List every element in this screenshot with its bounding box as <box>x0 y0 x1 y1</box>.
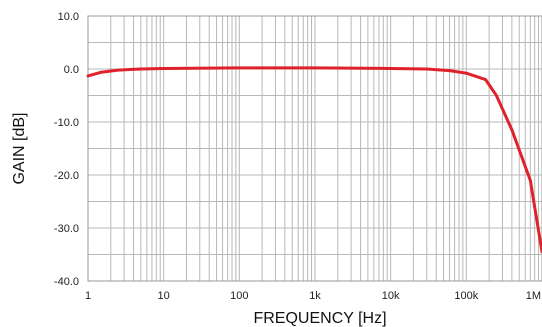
x-tick-labels: 1 10 100 1k 10k 100k 1M <box>85 290 541 302</box>
y-tick-label: 10.0 <box>58 11 79 23</box>
gain-curve-point <box>116 68 120 72</box>
y-tick-label: -40.0 <box>54 276 79 288</box>
x-tick-label: 100 <box>230 290 248 302</box>
y-tick-labels: 10.0 0.0 -10.0 -20.0 -30.0 -40.0 <box>54 11 79 288</box>
gain-curve-point <box>313 66 317 70</box>
gain-curve-point <box>448 69 451 72</box>
series-layer <box>86 66 542 254</box>
x-tick-label: 10k <box>382 290 400 302</box>
gain-curve-point <box>86 74 90 78</box>
gain-curve-point <box>238 66 241 70</box>
x-tick-label: 1 <box>85 290 91 302</box>
grid <box>87 15 542 282</box>
y-tick-label: -20.0 <box>54 170 79 182</box>
gain-curve-point <box>162 67 165 70</box>
y-tick-label: -10.0 <box>54 117 79 129</box>
x-tick-label: 1M <box>526 290 541 302</box>
y-axis-title: GAIN [dB] <box>11 112 28 184</box>
x-tick-label: 10 <box>158 290 170 302</box>
y-tick-label: -30.0 <box>54 223 79 235</box>
x-tick-label: 1k <box>309 290 321 302</box>
y-tick-label: 0.0 <box>64 64 79 76</box>
gain-curve-point <box>529 179 532 182</box>
plot-frame <box>87 15 542 282</box>
gain-curve-point <box>495 94 498 97</box>
gain-curve-point <box>465 72 468 75</box>
gain-curve-point <box>389 67 392 70</box>
gain-curve-point <box>139 67 143 71</box>
gain-curve-point <box>510 128 514 132</box>
gain-curve-point <box>425 67 428 71</box>
gain-curve-line <box>86 66 542 254</box>
gain-curve-point <box>100 70 103 74</box>
x-axis-title: FREQUENCY [Hz] <box>253 310 386 327</box>
x-tick-label: 100k <box>454 290 478 302</box>
gain-curve-point <box>484 78 487 81</box>
